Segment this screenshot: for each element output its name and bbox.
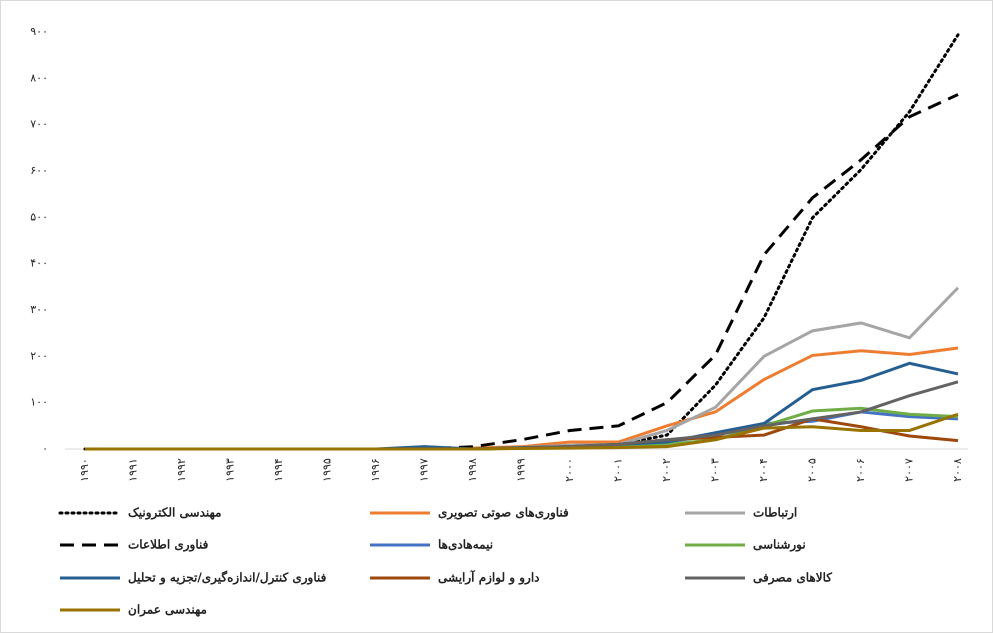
legend-label: فناوری کنترل/اندازه‌گیری/تجزیه و تحلیل <box>128 570 327 586</box>
x-tick-label: ۱۹۹۲ <box>175 458 188 482</box>
y-tick-label: ۰ <box>42 442 48 455</box>
x-tick-label: ۲۰۰۶ <box>854 458 867 482</box>
y-tick-label: ۷۰۰ <box>30 118 48 131</box>
y-tick-label: ۱۰۰ <box>30 396 48 409</box>
legend-label: نیمه‌هادی‌ها <box>438 538 493 552</box>
x-tick-label: ۲۰۰۷ <box>903 458 916 482</box>
legend-label: مهندسی الکترونیک <box>128 506 221 521</box>
y-tick-label: ۲۰۰ <box>30 349 48 362</box>
x-tick-label: ۲۰۰۰ <box>563 458 576 482</box>
x-tick-label: ۲۰۰۳ <box>709 458 722 482</box>
y-tick-label: ۹۰۰ <box>30 25 48 38</box>
legend-label: ارتباطات <box>753 506 797 521</box>
x-tick-label: ۱۹۹۸ <box>466 458 479 482</box>
x-tick-label: ۱۹۹۴ <box>272 458 285 482</box>
x-tick-label: ۲۰۰۸ <box>951 458 964 482</box>
x-tick-label: ۱۹۹۶ <box>369 458 382 482</box>
legend-label: فناوری اطلاعات <box>128 538 209 553</box>
x-tick-label: ۲۰۰۱ <box>612 458 625 482</box>
legend-label: نورشناسی <box>753 538 806 553</box>
legend-label: فناوری‌های صوتی تصویری <box>438 506 569 521</box>
x-tick-label: ۱۹۹۵ <box>321 458 334 482</box>
y-tick-label: ۸۰۰ <box>30 71 48 84</box>
y-tick-label: ۳۰۰ <box>30 303 48 316</box>
x-tick-label: ۱۹۹۳ <box>224 458 237 482</box>
x-tick-label: ۱۹۹۱ <box>127 458 140 482</box>
y-tick-label: ۵۰۰ <box>30 210 48 223</box>
x-tick-label: ۲۰۰۲ <box>660 458 673 482</box>
x-tick-label: ۱۹۹۹ <box>515 458 528 482</box>
x-tick-label: ۱۹۹۷ <box>418 458 431 482</box>
page: {"chart_data": {"type": "line", "categor… <box>0 0 993 633</box>
legend-label: دارو و لوازم آرایشی <box>438 569 540 586</box>
x-tick-label: ۱۹۹۰ <box>78 458 91 482</box>
chart: ۰ ۱۰۰ ۲۰۰ ۳۰۰ ۴۰۰ ۵۰۰ ۶۰۰ ۷۰۰ ۸۰۰ ۹۰۰ ۱۹۹۰ ۱۹۹۱ ۱۹۹۲… <box>0 0 993 633</box>
x-tick-label: ۲۰۰۵ <box>806 458 819 482</box>
legend-label: مهندسی عمران <box>128 603 207 618</box>
legend-label: کالاهای مصرفی <box>753 571 832 586</box>
y-tick-label: ۴۰۰ <box>30 257 48 270</box>
x-tick-label: ۲۰۰۴ <box>757 458 770 482</box>
y-tick-label: ۶۰۰ <box>30 164 48 177</box>
